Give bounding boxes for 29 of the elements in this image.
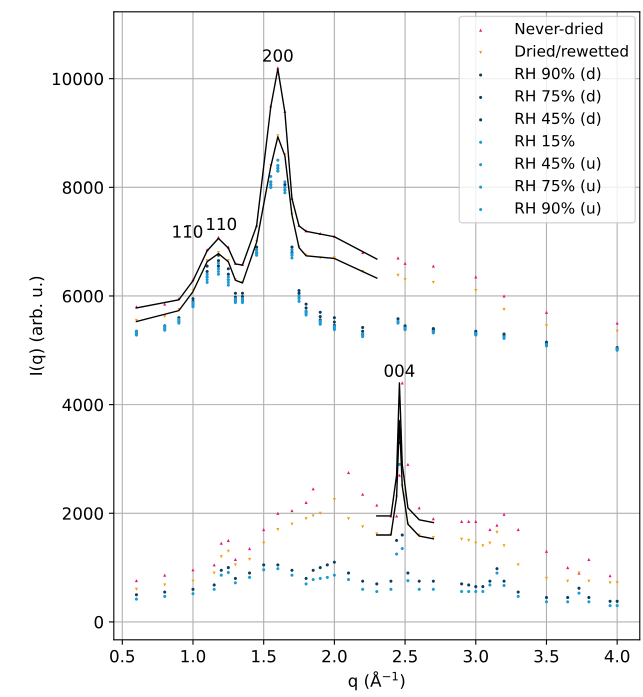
legend-label: RH 15% xyxy=(516,134,574,146)
x-tick-label: 1.5 xyxy=(252,650,276,662)
x-tick-label: 0.5 xyxy=(110,650,134,662)
x-tick-label: 4.0 xyxy=(604,650,630,662)
legend-label: RH 45% (d) xyxy=(516,112,600,126)
annotation: 004 xyxy=(384,364,414,377)
y-tick-label: 6000 xyxy=(62,290,103,303)
legend-label: RH 75% (d) xyxy=(516,90,600,104)
legend-label: RH 75% (u) xyxy=(516,180,600,194)
legend-label: RH 90% (d) xyxy=(516,67,600,82)
legend-label: Never-dried xyxy=(516,22,602,34)
annotation: 11̄0 xyxy=(173,225,202,238)
x-tick-label: 2.0 xyxy=(322,650,347,662)
x-tick-label: 1.0 xyxy=(182,650,206,662)
y-tick-label: 8000 xyxy=(62,181,103,194)
y-tick-label: 10000 xyxy=(52,72,103,86)
y-tick-label: 0 xyxy=(94,616,103,628)
x-tick-label: 3.0 xyxy=(464,650,488,662)
y-tick-label: 2000 xyxy=(62,507,103,520)
legend-label: RH 90% (u) xyxy=(516,202,600,216)
x-axis-title: q (Å$^{−1}$) xyxy=(348,671,404,690)
legend-label: RH 45% (u) xyxy=(516,157,600,171)
x-tick-label: 3.5 xyxy=(534,650,558,662)
legend-label: Dried/rewetted xyxy=(516,44,628,58)
x-tick-label: 2.5 xyxy=(393,650,417,662)
y-tick-label: 4000 xyxy=(62,398,103,412)
y-axis-title: I(q) (arb. u.) xyxy=(29,276,46,375)
annotation: 110 xyxy=(207,218,236,230)
annotation: 200 xyxy=(263,49,293,62)
